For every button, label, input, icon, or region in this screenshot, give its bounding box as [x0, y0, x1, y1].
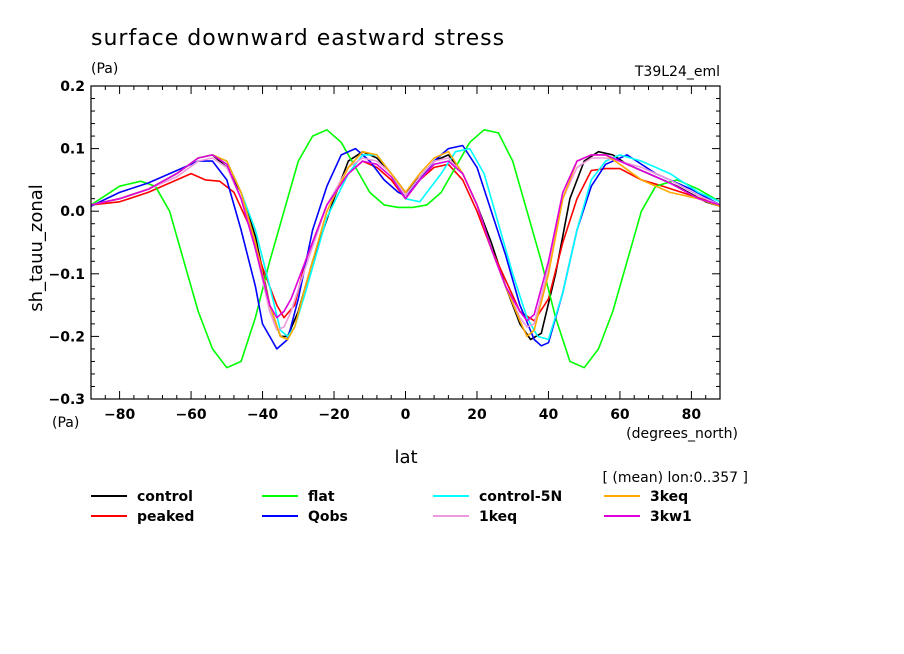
series-line-peaked — [91, 160, 720, 322]
series-line-control — [91, 150, 720, 341]
y-tick-label: 0.2 — [60, 79, 85, 95]
x-tick-label: 0 — [401, 407, 411, 423]
y-tick-label: −0.2 — [48, 329, 85, 345]
x-tick-label: 80 — [682, 407, 702, 423]
x-tick-label: 40 — [539, 407, 559, 423]
series-line-3kw1 — [91, 154, 720, 322]
plot-frame — [90, 85, 721, 400]
series-line-1keq — [91, 157, 720, 331]
legend-label-flat: flat — [308, 489, 335, 505]
y-tick-label: 0.1 — [60, 142, 85, 158]
y-tick-label: −0.1 — [48, 267, 85, 283]
series-line-control-5n — [91, 147, 720, 341]
x-tick-label: −60 — [175, 407, 206, 423]
x-tick-label: 20 — [467, 407, 487, 423]
series-line-flat — [91, 129, 720, 369]
series-line-3keq — [91, 150, 720, 341]
chart-title: surface downward eastward stress — [91, 26, 505, 51]
x-tick-label: −20 — [318, 407, 349, 423]
run-label: T39L24_eml — [634, 64, 720, 80]
y-tick-label: −0.3 — [48, 392, 85, 408]
y-tick-label: 0.0 — [60, 204, 85, 220]
legend-label-qobs: Qobs — [308, 509, 348, 525]
legend-label-peaked: peaked — [137, 509, 194, 525]
x-tick-label: −40 — [247, 407, 278, 423]
legend-label-3kw1: 3kw1 — [650, 509, 692, 525]
axes-layer: −80 −60 −40 −20 0 20 40 60 80 −0.3 −0.2 −0.1 0.0 0.1 0… — [48, 79, 721, 423]
mean-note: [ (mean) lon:0..357 ] — [603, 470, 748, 486]
x-axis-units: (degrees_north) — [626, 426, 738, 442]
y-axis-label: sh_tauu_zonal — [26, 184, 47, 312]
legend-label-3keq: 3keq — [650, 489, 688, 505]
x-tick-label: 60 — [610, 407, 630, 423]
chart-subtitle-units: (Pa) — [91, 61, 118, 77]
legend: control flat control-5N 3keq peaked Qobs 1keq 3… — [91, 489, 692, 525]
x-tick-label: −80 — [104, 407, 135, 423]
series-layer — [91, 129, 720, 369]
legend-label-control-5n: control-5N — [479, 489, 562, 505]
series-group — [91, 129, 720, 369]
y-axis-units: (Pa) — [52, 415, 79, 431]
x-axis-label: lat — [394, 447, 417, 468]
legend-label-control: control — [137, 489, 193, 505]
legend-label-1keq: 1keq — [479, 509, 517, 525]
